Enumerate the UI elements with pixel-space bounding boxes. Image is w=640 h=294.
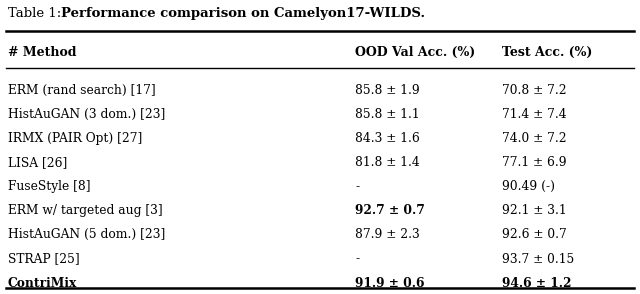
Text: 91.9 ± 0.6: 91.9 ± 0.6 [355, 277, 425, 290]
Text: 81.8 ± 1.4: 81.8 ± 1.4 [355, 156, 420, 169]
Text: 70.8 ± 7.2: 70.8 ± 7.2 [502, 84, 567, 97]
Text: ERM (rand search) [17]: ERM (rand search) [17] [8, 84, 156, 97]
Text: 90.49 (-): 90.49 (-) [502, 180, 556, 193]
Text: FuseStyle [8]: FuseStyle [8] [8, 180, 90, 193]
Text: 84.3 ± 1.6: 84.3 ± 1.6 [355, 132, 420, 145]
Text: 94.6 ± 1.2: 94.6 ± 1.2 [502, 277, 572, 290]
Text: ContriMix: ContriMix [8, 277, 77, 290]
Text: LISA [26]: LISA [26] [8, 156, 67, 169]
Text: 92.6 ± 0.7: 92.6 ± 0.7 [502, 228, 567, 241]
Text: 92.1 ± 3.1: 92.1 ± 3.1 [502, 204, 567, 217]
Text: # Method: # Method [8, 46, 76, 59]
Text: 87.9 ± 2.3: 87.9 ± 2.3 [355, 228, 420, 241]
Text: -: - [355, 180, 359, 193]
Text: 85.8 ± 1.9: 85.8 ± 1.9 [355, 84, 420, 97]
Text: HistAuGAN (3 dom.) [23]: HistAuGAN (3 dom.) [23] [8, 108, 165, 121]
Text: 74.0 ± 7.2: 74.0 ± 7.2 [502, 132, 567, 145]
Text: -: - [355, 253, 359, 265]
Text: IRMX (PAIR Opt) [27]: IRMX (PAIR Opt) [27] [8, 132, 142, 145]
Text: 71.4 ± 7.4: 71.4 ± 7.4 [502, 108, 567, 121]
Text: HistAuGAN (5 dom.) [23]: HistAuGAN (5 dom.) [23] [8, 228, 165, 241]
Text: Test Acc. (%): Test Acc. (%) [502, 46, 593, 59]
Text: ERM w/ targeted aug [3]: ERM w/ targeted aug [3] [8, 204, 163, 217]
Text: Performance comparison on Camelyon17-WILDS.: Performance comparison on Camelyon17-WIL… [61, 7, 425, 20]
Text: 85.8 ± 1.1: 85.8 ± 1.1 [355, 108, 420, 121]
Text: OOD Val Acc. (%): OOD Val Acc. (%) [355, 46, 476, 59]
Text: 93.7 ± 0.15: 93.7 ± 0.15 [502, 253, 575, 265]
Text: 77.1 ± 6.9: 77.1 ± 6.9 [502, 156, 567, 169]
Text: 92.7 ± 0.7: 92.7 ± 0.7 [355, 204, 425, 217]
Text: STRAP [25]: STRAP [25] [8, 253, 79, 265]
Text: Table 1:: Table 1: [8, 7, 65, 20]
